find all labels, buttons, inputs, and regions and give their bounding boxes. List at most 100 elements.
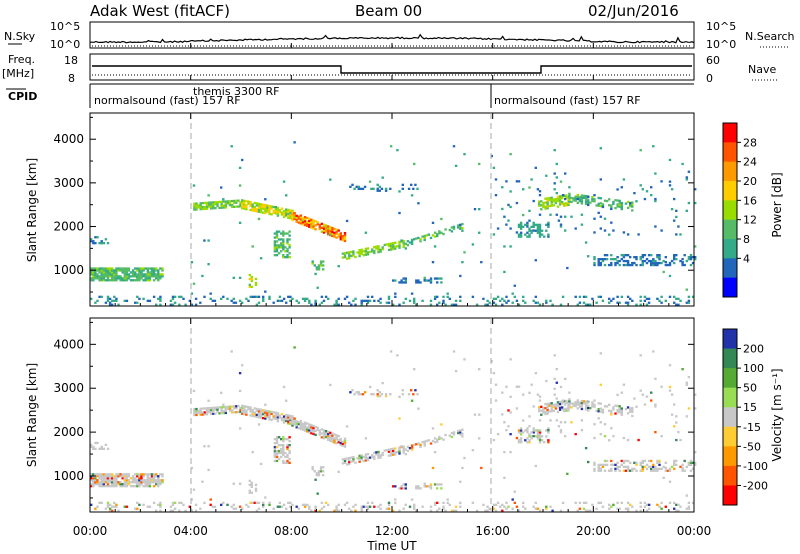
velocity-cell (553, 354, 556, 357)
velocity-cell (488, 507, 491, 510)
power-cell (357, 185, 360, 188)
velocity-cell (136, 501, 139, 504)
power-cell (675, 215, 678, 219)
velocity-cell (311, 468, 314, 471)
power-cell (519, 233, 523, 236)
power-cell (515, 231, 519, 234)
power-cell (666, 263, 670, 267)
power-cell (616, 301, 619, 304)
power-cell (102, 279, 105, 282)
power-cell (478, 162, 481, 166)
velocity-cell (605, 463, 609, 466)
velocity-cell (303, 427, 307, 430)
velocity-cell (415, 487, 418, 490)
velocity-cell (131, 477, 135, 480)
velocity-cell (438, 435, 441, 439)
velocity-cell (394, 485, 397, 488)
velocity-cell (626, 467, 630, 470)
power-cell (507, 299, 510, 302)
velocity-cell (255, 413, 259, 416)
power-cell (546, 203, 549, 206)
power-panel-frame (89, 112, 695, 307)
velocity-cell (230, 505, 233, 508)
power-cell (629, 201, 632, 205)
power-cell (536, 225, 540, 228)
power-cell (433, 295, 437, 298)
velocity-cell (222, 501, 225, 504)
velocity-cell (553, 387, 556, 390)
velocity-cell (576, 399, 579, 402)
power-cell (250, 279, 253, 283)
power-cell (687, 201, 691, 205)
velocity-cell (276, 420, 280, 423)
power-cell (552, 198, 555, 201)
velocity-cell (461, 466, 464, 470)
power-cell (415, 237, 418, 240)
power-cell (286, 238, 289, 241)
power-cell (104, 275, 108, 278)
power-cell (136, 279, 139, 282)
velocity-cell (618, 411, 621, 414)
power-cell (687, 301, 691, 304)
velocity-cell (100, 485, 103, 488)
power-cell (285, 212, 288, 215)
velocity-cell (123, 479, 126, 482)
velocity-cell (398, 487, 401, 490)
power-cell (94, 271, 97, 274)
velocity-cell (232, 482, 235, 485)
velocity-cell (251, 501, 254, 504)
power-cell (597, 263, 600, 267)
velocity-cell (364, 455, 368, 458)
velocity-cell (155, 481, 158, 484)
colorbar-tick-label: 16 (743, 194, 757, 207)
velocity-cell (123, 477, 126, 480)
power-cell (530, 225, 533, 228)
velocity-cell (610, 409, 613, 413)
power-cell (241, 205, 244, 208)
power-cell (182, 297, 185, 300)
power-cell (345, 251, 349, 254)
velocity-cell (660, 507, 663, 510)
power-cell (345, 219, 349, 223)
velocity-cell (484, 509, 487, 512)
power-cell (687, 299, 691, 302)
power-cell (392, 247, 395, 251)
power-cell (146, 273, 149, 276)
power-cell (618, 301, 621, 304)
power-cell (216, 204, 219, 208)
velocity-cell (318, 509, 321, 512)
power-cell (551, 303, 554, 306)
power-cell (568, 194, 571, 197)
velocity-cell (104, 473, 108, 476)
power-cell (614, 263, 617, 267)
power-cell (125, 277, 129, 280)
velocity-cell (431, 427, 435, 430)
power-cell (96, 273, 99, 276)
power-cell (599, 295, 602, 298)
power-cell (111, 267, 114, 270)
velocity-cell (333, 441, 336, 444)
power-cell (233, 205, 236, 208)
power-cell (559, 225, 563, 228)
velocity-cell (348, 456, 351, 460)
power-cell (218, 206, 221, 209)
velocity-cell (587, 509, 590, 512)
velocity-cell (108, 509, 112, 512)
velocity-cell (419, 487, 422, 490)
velocity-cell (235, 405, 238, 408)
velocity-cell (276, 418, 280, 421)
power-cell (556, 195, 560, 198)
power-cell (517, 303, 521, 306)
power-cell (314, 228, 317, 231)
power-cell (398, 303, 401, 306)
velocity-cell (358, 454, 361, 457)
velocity-cell (123, 505, 126, 508)
velocity-cell (454, 509, 458, 512)
power-cell (262, 297, 265, 300)
power-cell (635, 200, 638, 203)
velocity-cell (593, 463, 596, 466)
power-cell (104, 269, 108, 272)
velocity-cell (322, 470, 325, 473)
power-cell (277, 252, 281, 255)
velocity-cell (262, 505, 265, 508)
